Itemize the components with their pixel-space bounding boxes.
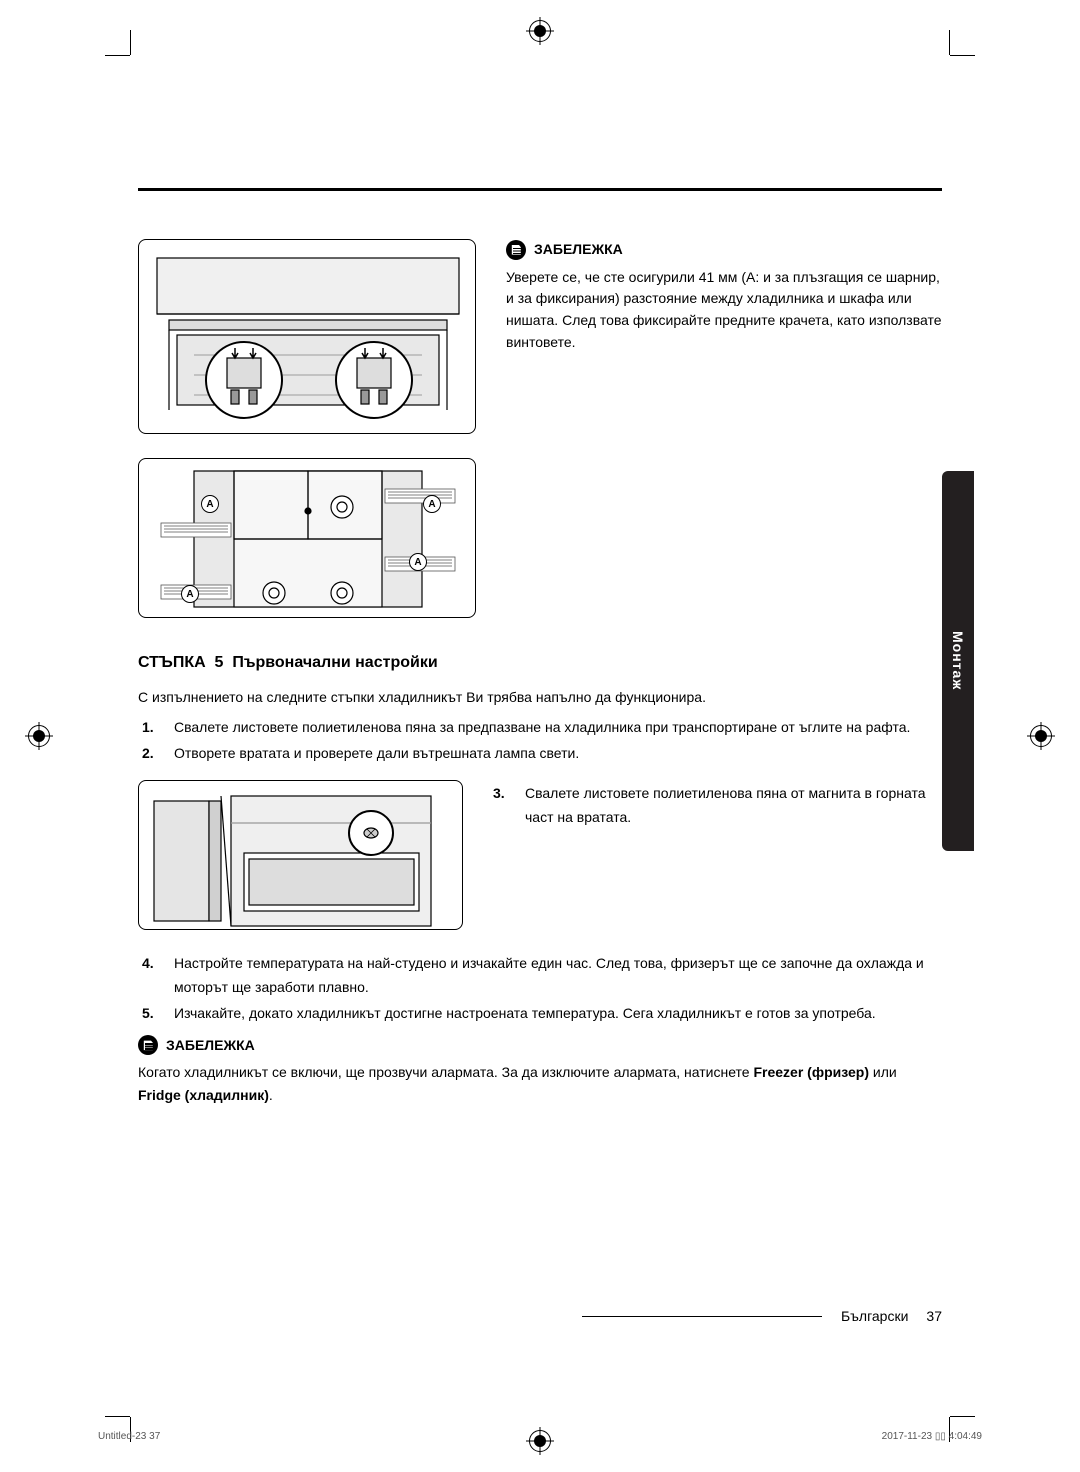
list-item: 1. Свалете листовете полиетиленова пяна … <box>142 716 942 740</box>
registration-mark-icon <box>529 20 551 42</box>
step-title: Първоначални настройки <box>223 654 437 671</box>
list-text: Изчакайте, докато хладилникът достигне н… <box>174 1002 876 1026</box>
list-number: 1. <box>142 716 162 740</box>
list-number: 2. <box>142 742 162 766</box>
list-text: Свалете листовете полиетиленова пяна от … <box>525 782 942 830</box>
crop-mark <box>105 55 130 56</box>
step-intro: С изпълнението на следните стъпки хладил… <box>138 686 942 708</box>
crop-mark <box>949 30 950 55</box>
page-footer: Български 37 <box>841 1308 942 1324</box>
list-item: 4. Настройте температурата на най-студен… <box>142 952 942 1000</box>
registration-mark-icon <box>1030 725 1052 747</box>
note-text: Когато хладилникът се включи, ще прозвуч… <box>138 1061 942 1106</box>
label-a: A <box>181 585 199 603</box>
list-text: Настройте температурата на най-студено и… <box>174 952 942 1000</box>
footer-page-number: 37 <box>926 1308 942 1324</box>
note-text: Уверете се, че сте осигурили 41 мм (A: и… <box>506 267 942 354</box>
note-label: ЗАБЕЛЕЖКА <box>534 239 623 261</box>
print-footer: Untitled-23 37 2017-11-23 ▯▯ 4:04:49 <box>98 1431 982 1442</box>
crop-mark <box>130 30 131 55</box>
list-item: 2. Отворете вратата и проверете дали вът… <box>142 742 942 766</box>
figure-door-magnet <box>138 780 463 930</box>
list-number: 4. <box>142 952 162 1000</box>
label-a: A <box>201 495 219 513</box>
note-icon <box>506 240 526 260</box>
crop-mark <box>950 1416 975 1417</box>
footer-language: Български <box>841 1308 908 1324</box>
figure-spacing-a: A A A A <box>138 458 476 618</box>
label-a: A <box>409 553 427 571</box>
crop-mark <box>105 1416 130 1417</box>
page-frame: Монтаж <box>138 188 942 1382</box>
note-icon <box>138 1035 158 1055</box>
list-number: 3. <box>493 782 513 830</box>
figure-hinge-screws <box>138 239 476 434</box>
list-item: 5. Изчакайте, докато хладилникът достигн… <box>142 1002 942 1026</box>
crop-mark <box>950 55 975 56</box>
list-item: 3. Свалете листовете полиетиленова пяна … <box>493 782 942 830</box>
note-label: ЗАБЕЛЕЖКА <box>166 1037 255 1053</box>
list-number: 5. <box>142 1002 162 1026</box>
note-block: ЗАБЕЛЕЖКА Когато хладилникът се включи, … <box>138 1035 942 1106</box>
section-tab-label: Монтаж <box>950 631 966 690</box>
label-a: A <box>423 495 441 513</box>
step-number: СТЪПКА 5 <box>138 654 223 671</box>
registration-mark-icon <box>28 725 50 747</box>
step-heading: СТЪПКА 5 Първоначални настройки <box>138 654 942 672</box>
list-text: Отворете вратата и проверете дали вътреш… <box>174 742 579 766</box>
list-text: Свалете листовете полиетиленова пяна за … <box>174 716 910 740</box>
note-block: ЗАБЕЛЕЖКА Уверете се, че сте осигурили 4… <box>506 239 942 618</box>
section-tab: Монтаж <box>942 471 974 851</box>
print-footer-right: 2017-11-23 ▯▯ 4:04:49 <box>882 1431 982 1442</box>
print-footer-left: Untitled-23 37 <box>98 1431 160 1442</box>
